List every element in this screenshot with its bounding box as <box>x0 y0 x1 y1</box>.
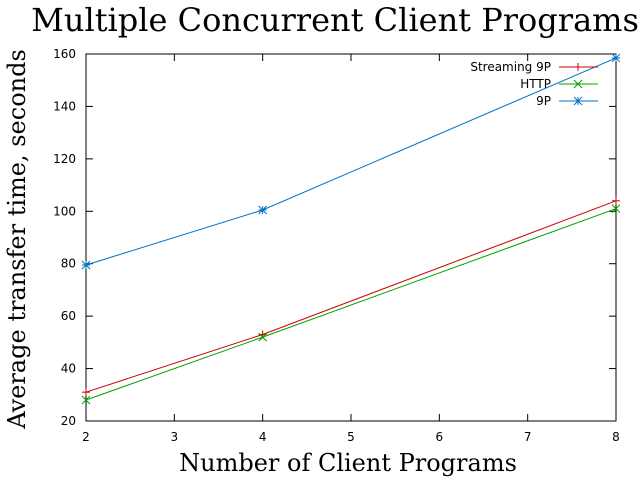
x-tick-label: 6 <box>436 430 444 444</box>
legend-item-http: HTTP <box>520 77 598 91</box>
x-tick-label: 4 <box>259 430 267 444</box>
legend-marker <box>573 79 583 89</box>
legend-marker <box>573 96 583 106</box>
x-tick-label: 7 <box>524 430 532 444</box>
legend-label: Streaming 9P <box>470 60 551 74</box>
data-point-streaming-9p <box>82 388 90 397</box>
legend-item-streaming-9p: Streaming 9P <box>470 60 598 74</box>
plot-frame <box>85 53 617 422</box>
series-line-http <box>85 208 617 401</box>
data-point-http <box>81 395 91 405</box>
data-point-9p <box>258 205 268 215</box>
legend-item-9p: 9P <box>536 94 598 108</box>
data-point-9p <box>611 53 621 63</box>
legend-marker <box>574 63 582 71</box>
data-point-http <box>258 332 268 342</box>
y-tick-label: 20 <box>61 414 76 428</box>
x-tick-label: 3 <box>171 430 179 444</box>
x-axis-label: Number of Client Programs <box>179 449 517 477</box>
y-tick-label: 100 <box>53 204 76 218</box>
x-tick-label: 5 <box>347 430 355 444</box>
x-tick-label: 8 <box>612 430 620 444</box>
legend-label: 9P <box>536 94 551 108</box>
data-point-http <box>611 204 621 214</box>
series-streaming-9p <box>82 196 620 397</box>
data-point-streaming-9p <box>612 196 620 205</box>
data-point-9p <box>81 260 91 270</box>
chart-title: Multiple Concurrent Client Programs <box>31 1 639 39</box>
legend: Streaming 9P HTTP 9P <box>470 60 598 108</box>
x-tick-label: 2 <box>82 430 90 444</box>
y-axis-label: Average transfer time, seconds <box>3 49 31 430</box>
y-tick-label: 160 <box>53 47 76 61</box>
y-tick-label: 60 <box>61 309 76 323</box>
y-tick-label: 140 <box>53 99 76 113</box>
series-http <box>81 204 621 405</box>
y-tick-label: 120 <box>53 152 76 166</box>
series-9p <box>81 53 621 270</box>
y-tick-label: 40 <box>61 362 76 376</box>
y-tick-label: 80 <box>61 257 76 271</box>
series-line-streaming-9p <box>85 200 617 393</box>
legend-label: HTTP <box>520 77 551 91</box>
series-layer <box>81 53 621 405</box>
axis-ticks: 20 40 60 80 100 120 140 160 2 3 4 5 6 7 8 <box>53 47 620 444</box>
